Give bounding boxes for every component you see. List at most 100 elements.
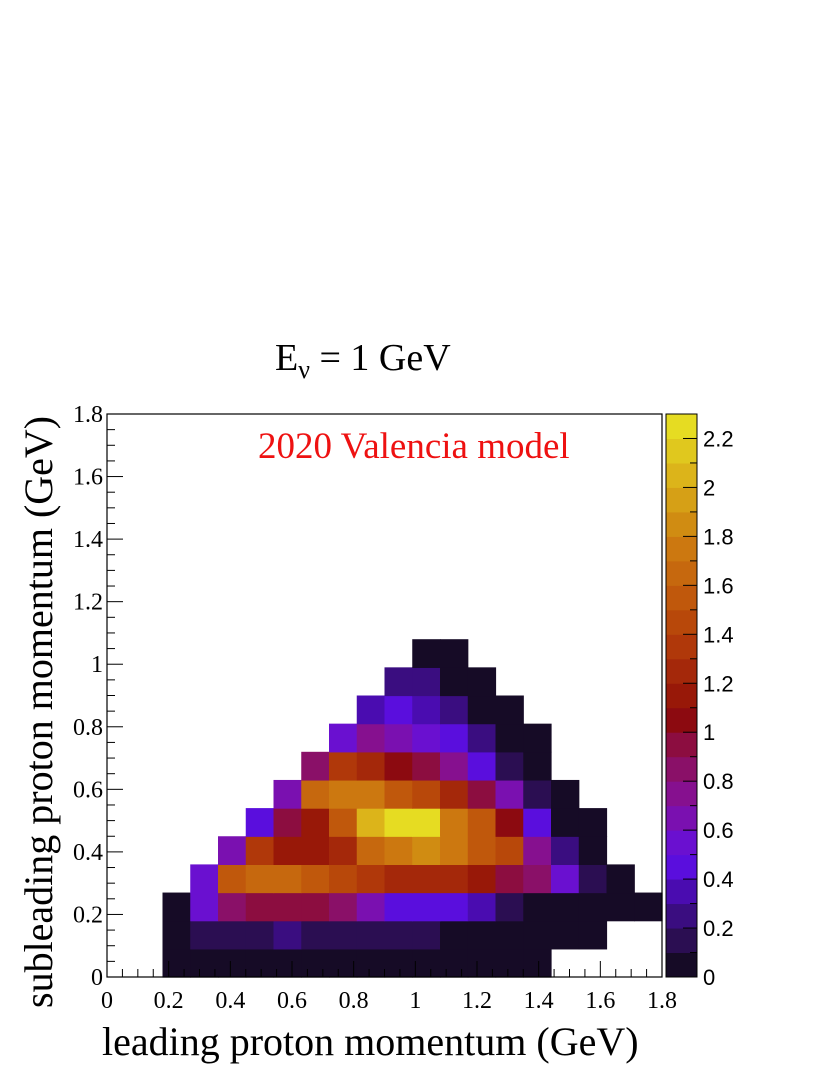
- heatmap-cell: [245, 864, 275, 894]
- color-scale-swatch: [666, 805, 697, 831]
- heatmap-cell: [467, 948, 497, 978]
- y-tick-label: 0.8: [73, 715, 103, 741]
- heatmap-cell: [273, 920, 302, 950]
- color-scale-swatch: [666, 879, 697, 905]
- heatmap-cell: [467, 667, 497, 697]
- color-scale-swatch: [666, 609, 697, 635]
- heatmap-cell: [495, 892, 524, 922]
- heatmap-cell: [329, 836, 358, 865]
- heatmap-cell: [301, 892, 330, 922]
- heatmap-cell: [356, 695, 386, 725]
- color-scale-swatch: [666, 511, 697, 537]
- heatmap-cell: [523, 836, 552, 865]
- heatmap-cell: [412, 836, 441, 865]
- y-tick-label: 1: [91, 652, 103, 678]
- heatmap-cell: [467, 808, 497, 837]
- color-scale-swatch: [666, 487, 697, 513]
- heatmap-cell: [412, 864, 441, 894]
- heatmap-cell: [384, 779, 413, 809]
- heatmap-cell: [218, 920, 247, 950]
- heatmap-cell: [245, 892, 275, 922]
- heatmap-cell: [606, 864, 635, 894]
- heatmap-cell: [495, 948, 524, 978]
- heatmap-cell: [495, 864, 524, 894]
- heatmap-cell: [523, 723, 552, 753]
- heatmap-cell: [467, 779, 497, 809]
- heatmap-cell: [356, 892, 386, 922]
- heatmap-cell: [356, 948, 386, 978]
- heatmap-cell: [412, 948, 441, 978]
- heatmap-cell: [467, 751, 497, 781]
- heatmap-cell: [495, 779, 524, 809]
- y-tick-label: 0.6: [73, 777, 103, 803]
- heatmap-cell: [301, 751, 330, 781]
- heatmap-cell: [440, 751, 469, 781]
- heatmap-cell: [440, 639, 469, 668]
- heatmap-cell: [495, 723, 524, 753]
- model-annotation: 2020 Valencia model: [258, 426, 570, 467]
- heatmap-cell: [301, 779, 330, 809]
- heatmap-cell: [440, 695, 469, 725]
- heatmap-cell: [218, 864, 247, 894]
- heatmap-cell: [329, 808, 358, 837]
- color-scale-swatch: [666, 903, 697, 929]
- heatmap-cell: [495, 808, 524, 837]
- heatmap-cell: [301, 836, 330, 865]
- heatmap-cell: [523, 751, 552, 781]
- heatmap-cell: [440, 948, 469, 978]
- heatmap-cell: [578, 920, 608, 950]
- heatmap-cell: [440, 920, 469, 950]
- heatmap-cell: [190, 892, 219, 922]
- heatmap-cell: [634, 892, 663, 922]
- heatmap-cell: [245, 948, 275, 978]
- color-scale-label: 1.2: [703, 671, 734, 696]
- color-scale-label: 0.6: [703, 818, 734, 843]
- color-scale-label: 0.8: [703, 769, 734, 794]
- heatmap-cell: [578, 892, 608, 922]
- color-scale-swatch: [666, 585, 697, 611]
- heatmap-cell: [523, 808, 552, 837]
- color-scale-swatch: [666, 830, 697, 856]
- heatmap-cell: [329, 948, 358, 978]
- heatmap-cell: [301, 948, 330, 978]
- heatmap-cell: [467, 695, 497, 725]
- heatmap-cell: [384, 920, 413, 950]
- heatmap-cell: [384, 892, 413, 922]
- heatmap-cell: [273, 892, 302, 922]
- heatmap-cell: [190, 948, 219, 978]
- plot-area: [106, 413, 663, 978]
- heatmap-cell: [551, 836, 580, 865]
- heatmap-cell: [467, 864, 497, 894]
- heatmap-cell: [273, 808, 302, 837]
- heatmap-cell: [273, 836, 302, 865]
- heatmap-cell: [384, 864, 413, 894]
- color-scale-swatch: [666, 756, 697, 782]
- color-scale: 0 0.2 0.4 0.6 0.8 1 1.2 1.4 1.6 1.8 2 2.2: [665, 413, 734, 990]
- color-scale-swatch: [666, 560, 697, 586]
- heatmap-cell: [162, 892, 191, 922]
- chart-title: Eν = 1 GeV: [275, 337, 451, 384]
- heatmap-cell: [440, 667, 469, 697]
- heatmap-cell: [412, 808, 441, 837]
- heatmap-cell: [273, 948, 302, 978]
- x-axis: 0 0.2 0.4 0.6 0.8 1 1.2 1.4 1.6 1.8: [101, 961, 677, 1014]
- color-scale-swatch: [666, 781, 697, 807]
- heatmap-cell: [551, 864, 580, 894]
- heatmap-cell: [440, 836, 469, 865]
- heatmap-cell: [412, 779, 441, 809]
- y-tick-label: 1.8: [73, 402, 103, 428]
- heatmap-cell: [329, 751, 358, 781]
- heatmap-cell: [273, 779, 302, 809]
- heatmap-cell: [578, 864, 608, 894]
- heatmap-cell: [412, 892, 441, 922]
- heatmap-cell: [467, 723, 497, 753]
- heatmap-cell: [467, 920, 497, 950]
- color-scale-label: 0: [703, 965, 715, 990]
- color-scale-swatch: [666, 952, 697, 978]
- x-tick-label: 0.6: [277, 988, 307, 1014]
- heatmap-cell: [412, 723, 441, 753]
- x-tick-label: 1.2: [462, 988, 492, 1014]
- heatmap-cell: [523, 779, 552, 809]
- heatmap-cell: [162, 920, 191, 950]
